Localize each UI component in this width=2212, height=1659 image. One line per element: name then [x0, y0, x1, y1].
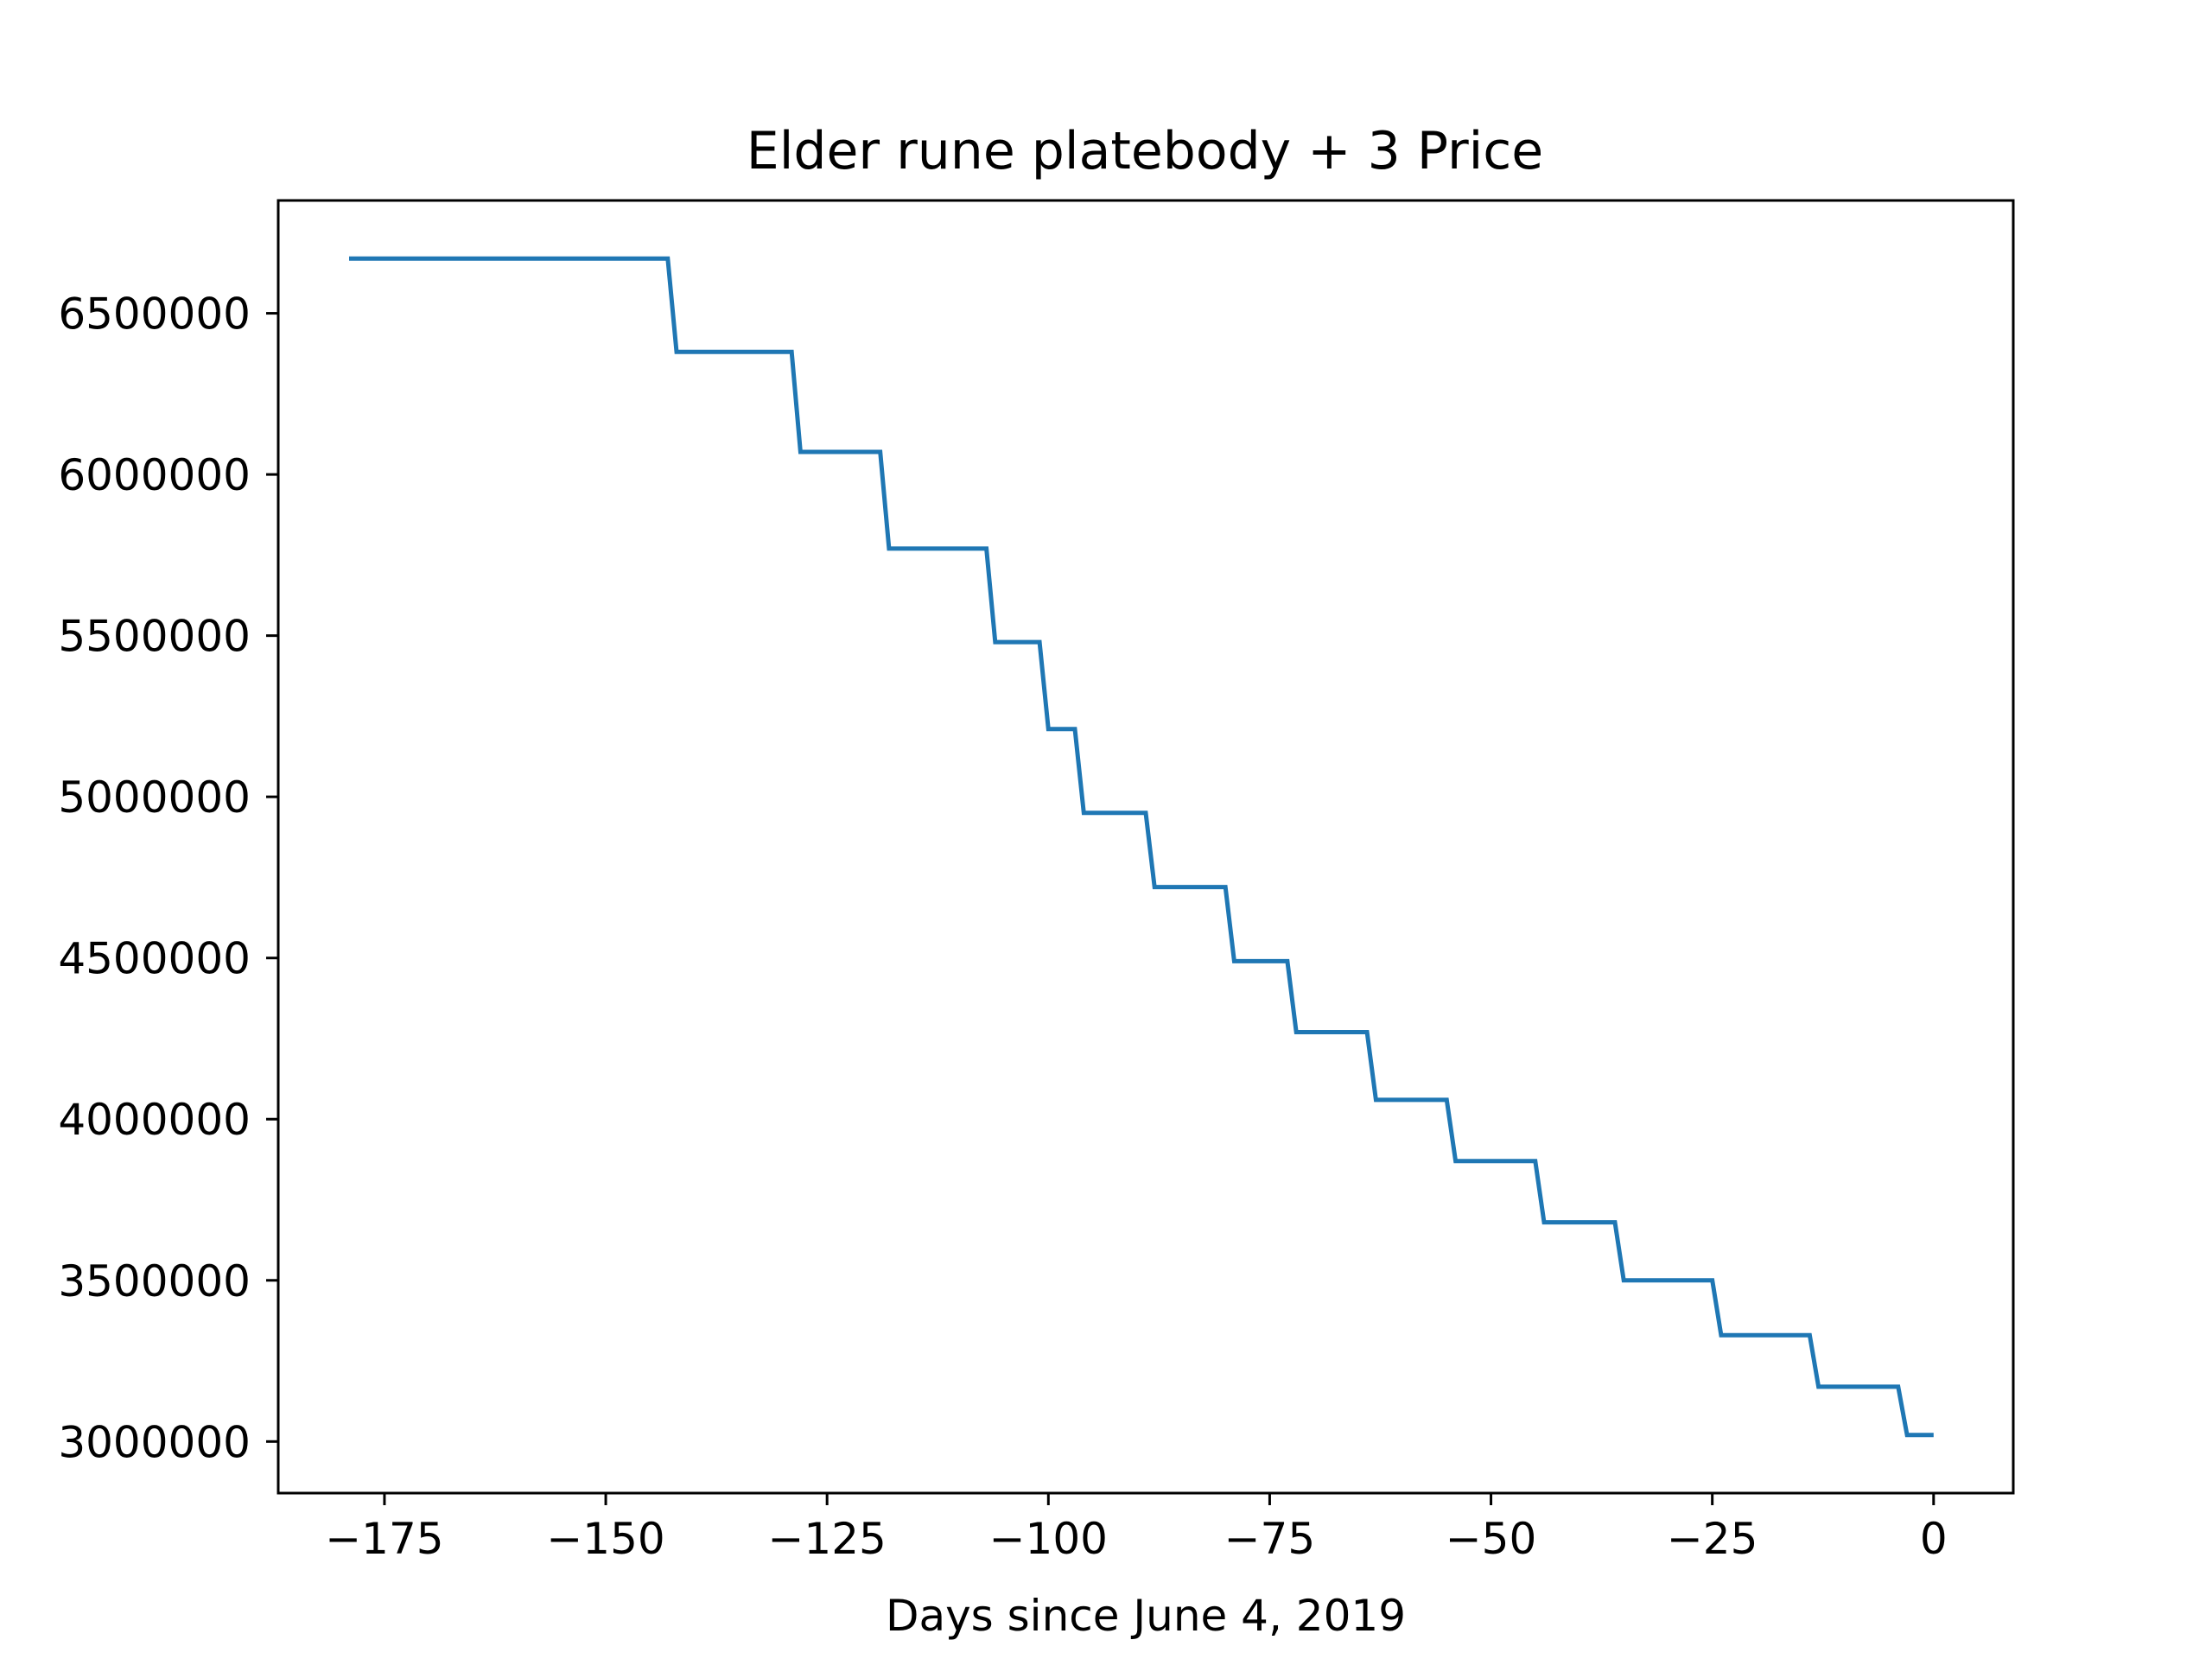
x-tick-label: −25 [1667, 1514, 1758, 1564]
x-tick-label: −75 [1224, 1514, 1316, 1564]
y-tick-label: 6000000 [58, 450, 251, 500]
x-tick-label: −150 [546, 1514, 664, 1564]
y-tick-label: 3000000 [58, 1417, 251, 1467]
y-tick-label: 5500000 [58, 612, 251, 662]
y-tick-label: 5000000 [58, 772, 251, 823]
x-tick-label: −175 [325, 1514, 443, 1564]
plot-frame [276, 199, 2015, 1495]
series-line-0 [349, 256, 1934, 1438]
y-tick-label: 4500000 [58, 934, 251, 984]
y-axis: 3000000 3500000 4000000 4500000 5000000 55000… [58, 289, 278, 1467]
x-tick-label: −125 [768, 1514, 887, 1564]
chart-title: Elder rune platebody + 3 Price [747, 121, 1543, 181]
x-axis: −175 −150 −125 −100 −75 −50 −25 0 [325, 1493, 1948, 1564]
x-tick-label: −100 [989, 1514, 1108, 1564]
x-tick-label: −50 [1446, 1514, 1537, 1564]
y-tick-label: 6500000 [58, 289, 251, 340]
x-tick-label: 0 [1920, 1514, 1948, 1564]
y-tick-label: 3500000 [58, 1256, 251, 1306]
plot-area [349, 256, 1934, 1438]
y-tick-label: 4000000 [58, 1095, 251, 1145]
x-axis-label: Days since June 4, 2019 [886, 1591, 1406, 1641]
